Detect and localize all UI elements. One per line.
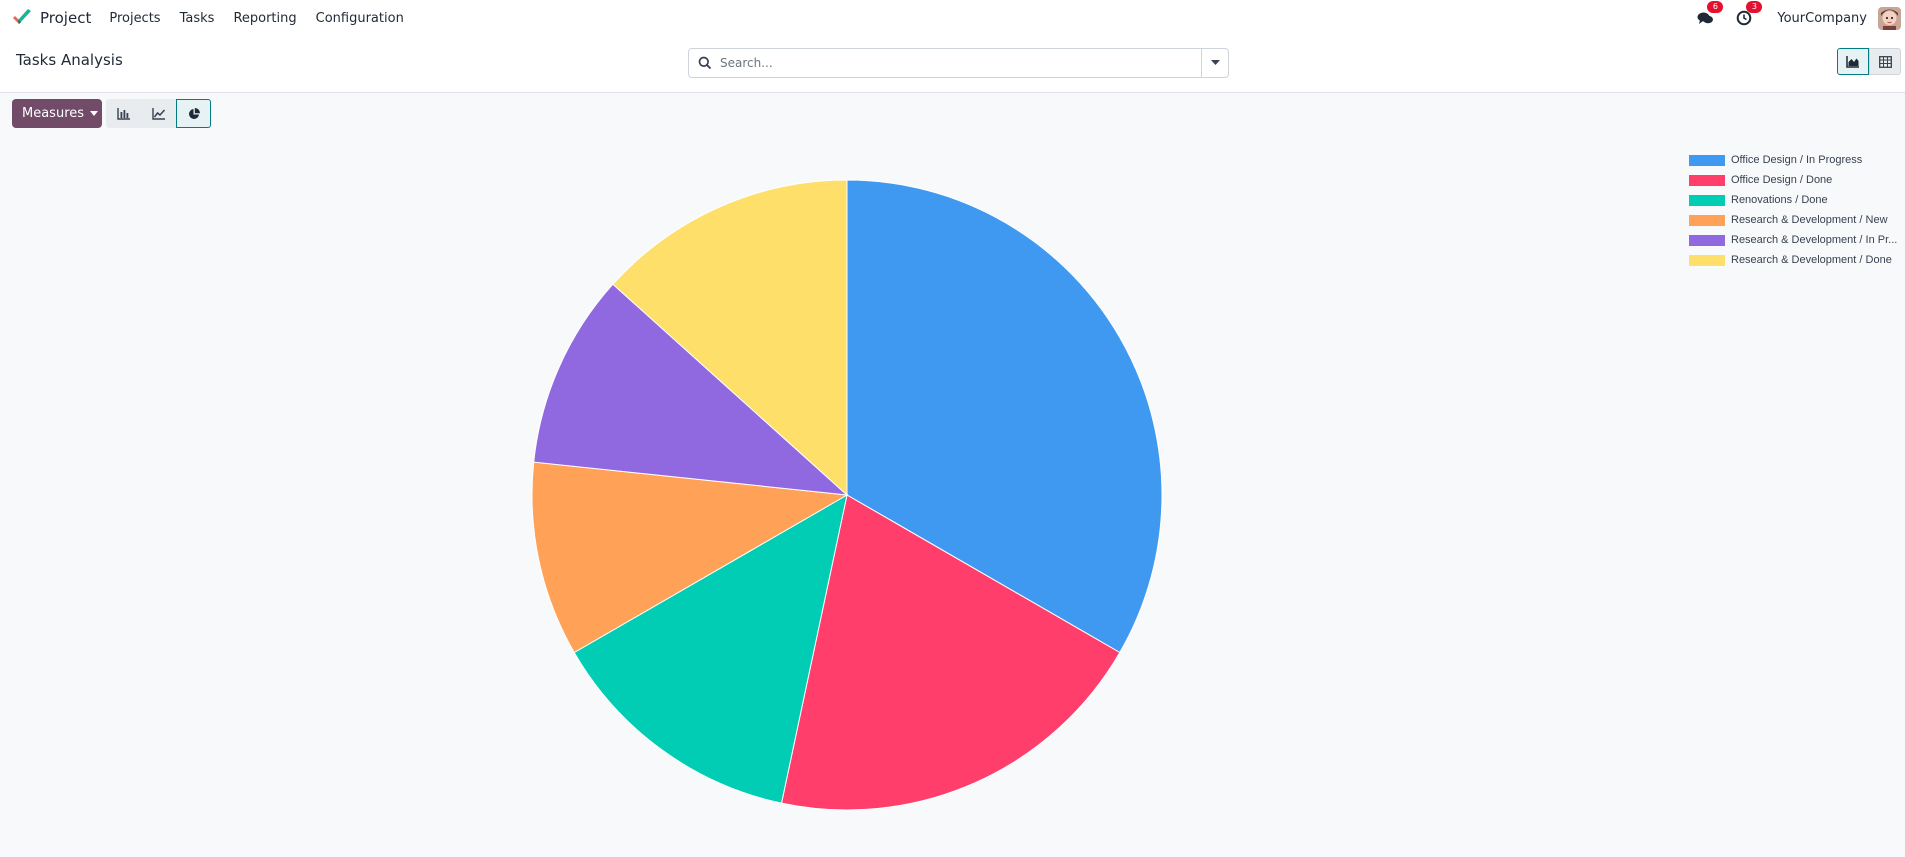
user-avatar-icon xyxy=(1878,6,1901,30)
legend-label: Office Design / In Progress xyxy=(1731,154,1863,166)
main-menu: Projects Tasks Reporting Configuration xyxy=(109,11,422,26)
legend-swatch xyxy=(1689,234,1725,246)
legend-swatch xyxy=(1689,194,1725,206)
search-input[interactable] xyxy=(718,50,1201,76)
pie-chart-button[interactable] xyxy=(176,99,211,128)
pie-slice[interactable] xyxy=(846,179,1163,654)
pie-chart-icon xyxy=(188,107,200,119)
app-name: Project xyxy=(40,9,92,27)
line-chart-icon xyxy=(151,107,165,120)
legend-label: Office Design / Done xyxy=(1731,174,1833,186)
page-title: Tasks Analysis xyxy=(16,51,123,69)
legend-swatch xyxy=(1689,254,1725,266)
caret-down-icon xyxy=(90,111,99,116)
legend-item[interactable]: Research & Development / New xyxy=(1689,210,1897,230)
table-icon xyxy=(1878,55,1892,68)
pie-slice[interactable] xyxy=(780,494,1121,811)
legend-label: Research & Development / New xyxy=(1731,214,1888,226)
legend-item[interactable]: Research & Development / Done xyxy=(1689,250,1897,270)
legend-label: Research & Development / In Pr... xyxy=(1731,234,1898,246)
area-chart-icon xyxy=(1846,55,1859,68)
menu-item-tasks[interactable]: Tasks xyxy=(179,10,215,26)
line-chart-button[interactable] xyxy=(141,99,176,128)
pie-slice[interactable] xyxy=(533,283,849,496)
legend-swatch xyxy=(1689,174,1725,186)
search-icon xyxy=(698,56,712,70)
menu-item-reporting[interactable]: Reporting xyxy=(233,10,297,26)
app-brand[interactable]: Project xyxy=(12,8,91,28)
pivot-view-button[interactable] xyxy=(1869,48,1901,75)
legend-label: Renovations / Done xyxy=(1731,194,1828,206)
graph-view-button[interactable] xyxy=(1837,48,1869,75)
measures-label: Measures xyxy=(22,106,85,121)
chart-legend: Office Design / In Progress Office Design… xyxy=(1689,150,1897,270)
activities-count-badge: 3 xyxy=(1746,1,1763,13)
control-panel: Tasks Analysis xyxy=(0,36,1905,93)
activities-button[interactable]: 3 xyxy=(1734,1,1763,28)
measures-dropdown-button[interactable]: Measures xyxy=(12,99,102,128)
caret-down-icon xyxy=(1210,60,1220,65)
user-avatar[interactable] xyxy=(1878,6,1901,30)
bar-chart-icon xyxy=(116,107,130,120)
bar-chart-button[interactable] xyxy=(106,99,141,128)
project-app-icon xyxy=(13,9,31,24)
legend-item[interactable]: Renovations / Done xyxy=(1689,190,1897,210)
legend-swatch xyxy=(1689,214,1725,226)
legend-label: Research & Development / Done xyxy=(1731,254,1892,266)
pie-slice[interactable] xyxy=(573,494,848,804)
view-switcher xyxy=(1837,48,1901,75)
legend-item[interactable]: Office Design / In Progress xyxy=(1689,150,1897,170)
menu-item-projects[interactable]: Projects xyxy=(109,10,161,26)
messages-button[interactable]: 6 xyxy=(1695,1,1724,28)
clock-icon xyxy=(1737,10,1752,26)
graph-toolbar: Measures xyxy=(12,99,211,128)
top-navbar: Project Projects Tasks Reporting Configu… xyxy=(0,0,1905,36)
legend-swatch xyxy=(1689,154,1725,166)
chart-type-switcher xyxy=(106,99,211,128)
messages-count-badge: 6 xyxy=(1707,1,1724,13)
chat-bubbles-icon xyxy=(1697,12,1713,24)
legend-item[interactable]: Research & Development / In Pr... xyxy=(1689,230,1897,250)
menu-item-configuration[interactable]: Configuration xyxy=(315,10,404,26)
search-bar[interactable] xyxy=(688,48,1229,78)
company-switcher[interactable]: YourCompany xyxy=(1777,10,1867,26)
systray: 6 3 YourCompany xyxy=(1695,0,1905,36)
pie-slice[interactable] xyxy=(612,179,848,497)
pie-slice[interactable] xyxy=(531,461,849,654)
search-options-toggle[interactable] xyxy=(1201,49,1228,77)
legend-item[interactable]: Office Design / Done xyxy=(1689,170,1897,190)
